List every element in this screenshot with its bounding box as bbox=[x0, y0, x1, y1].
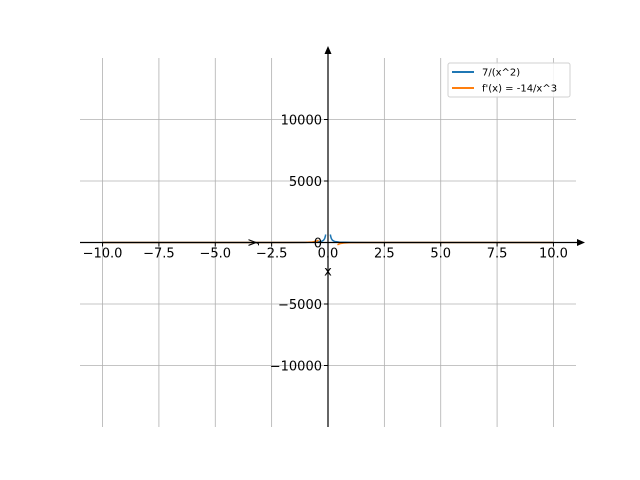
x-tick-label-1: −7.5 bbox=[143, 247, 175, 262]
axes bbox=[80, 46, 585, 427]
x-tick-label-8: 10.0 bbox=[539, 247, 568, 262]
x-tick-label-4: 0.0 bbox=[318, 247, 339, 262]
x-tick-label-2: −5.0 bbox=[199, 247, 231, 262]
legend: 7/(x^2) f'(x) = -14/x^3 bbox=[447, 62, 571, 98]
y-tick-label-4: 10000 bbox=[281, 114, 322, 129]
y-tick-label-3: 5000 bbox=[289, 175, 322, 190]
ticks: −10.0 −7.5 −5.0 −2.5 0.0 2.5 5.0 7.5 10.0 −10000 −… bbox=[83, 114, 568, 375]
series-0-line-1 bbox=[329, 234, 554, 244]
x-axis-label: x bbox=[324, 265, 332, 280]
legend-label-1: f'(x) = -14/x^3 bbox=[482, 84, 557, 95]
x-tick-label-3: −2.5 bbox=[256, 247, 288, 262]
x-tick-label-6: 5.0 bbox=[430, 247, 451, 262]
series-0-line-0 bbox=[102, 234, 327, 244]
x-tick-label-0: −10.0 bbox=[83, 247, 123, 262]
y-axis-arrow bbox=[324, 46, 332, 54]
x-axis-arrow bbox=[577, 239, 585, 246]
y-axis-label: y bbox=[245, 238, 260, 246]
x-tick-label-7: 7.5 bbox=[487, 247, 508, 262]
y-tick-label-2: 0 bbox=[314, 237, 322, 252]
y-tick-label-0: −10000 bbox=[270, 360, 322, 375]
legend-box bbox=[447, 62, 571, 98]
x-tick-label-5: 2.5 bbox=[374, 247, 395, 262]
legend-label-0: 7/(x^2) bbox=[482, 68, 520, 79]
y-tick-label-1: −5000 bbox=[278, 298, 322, 313]
